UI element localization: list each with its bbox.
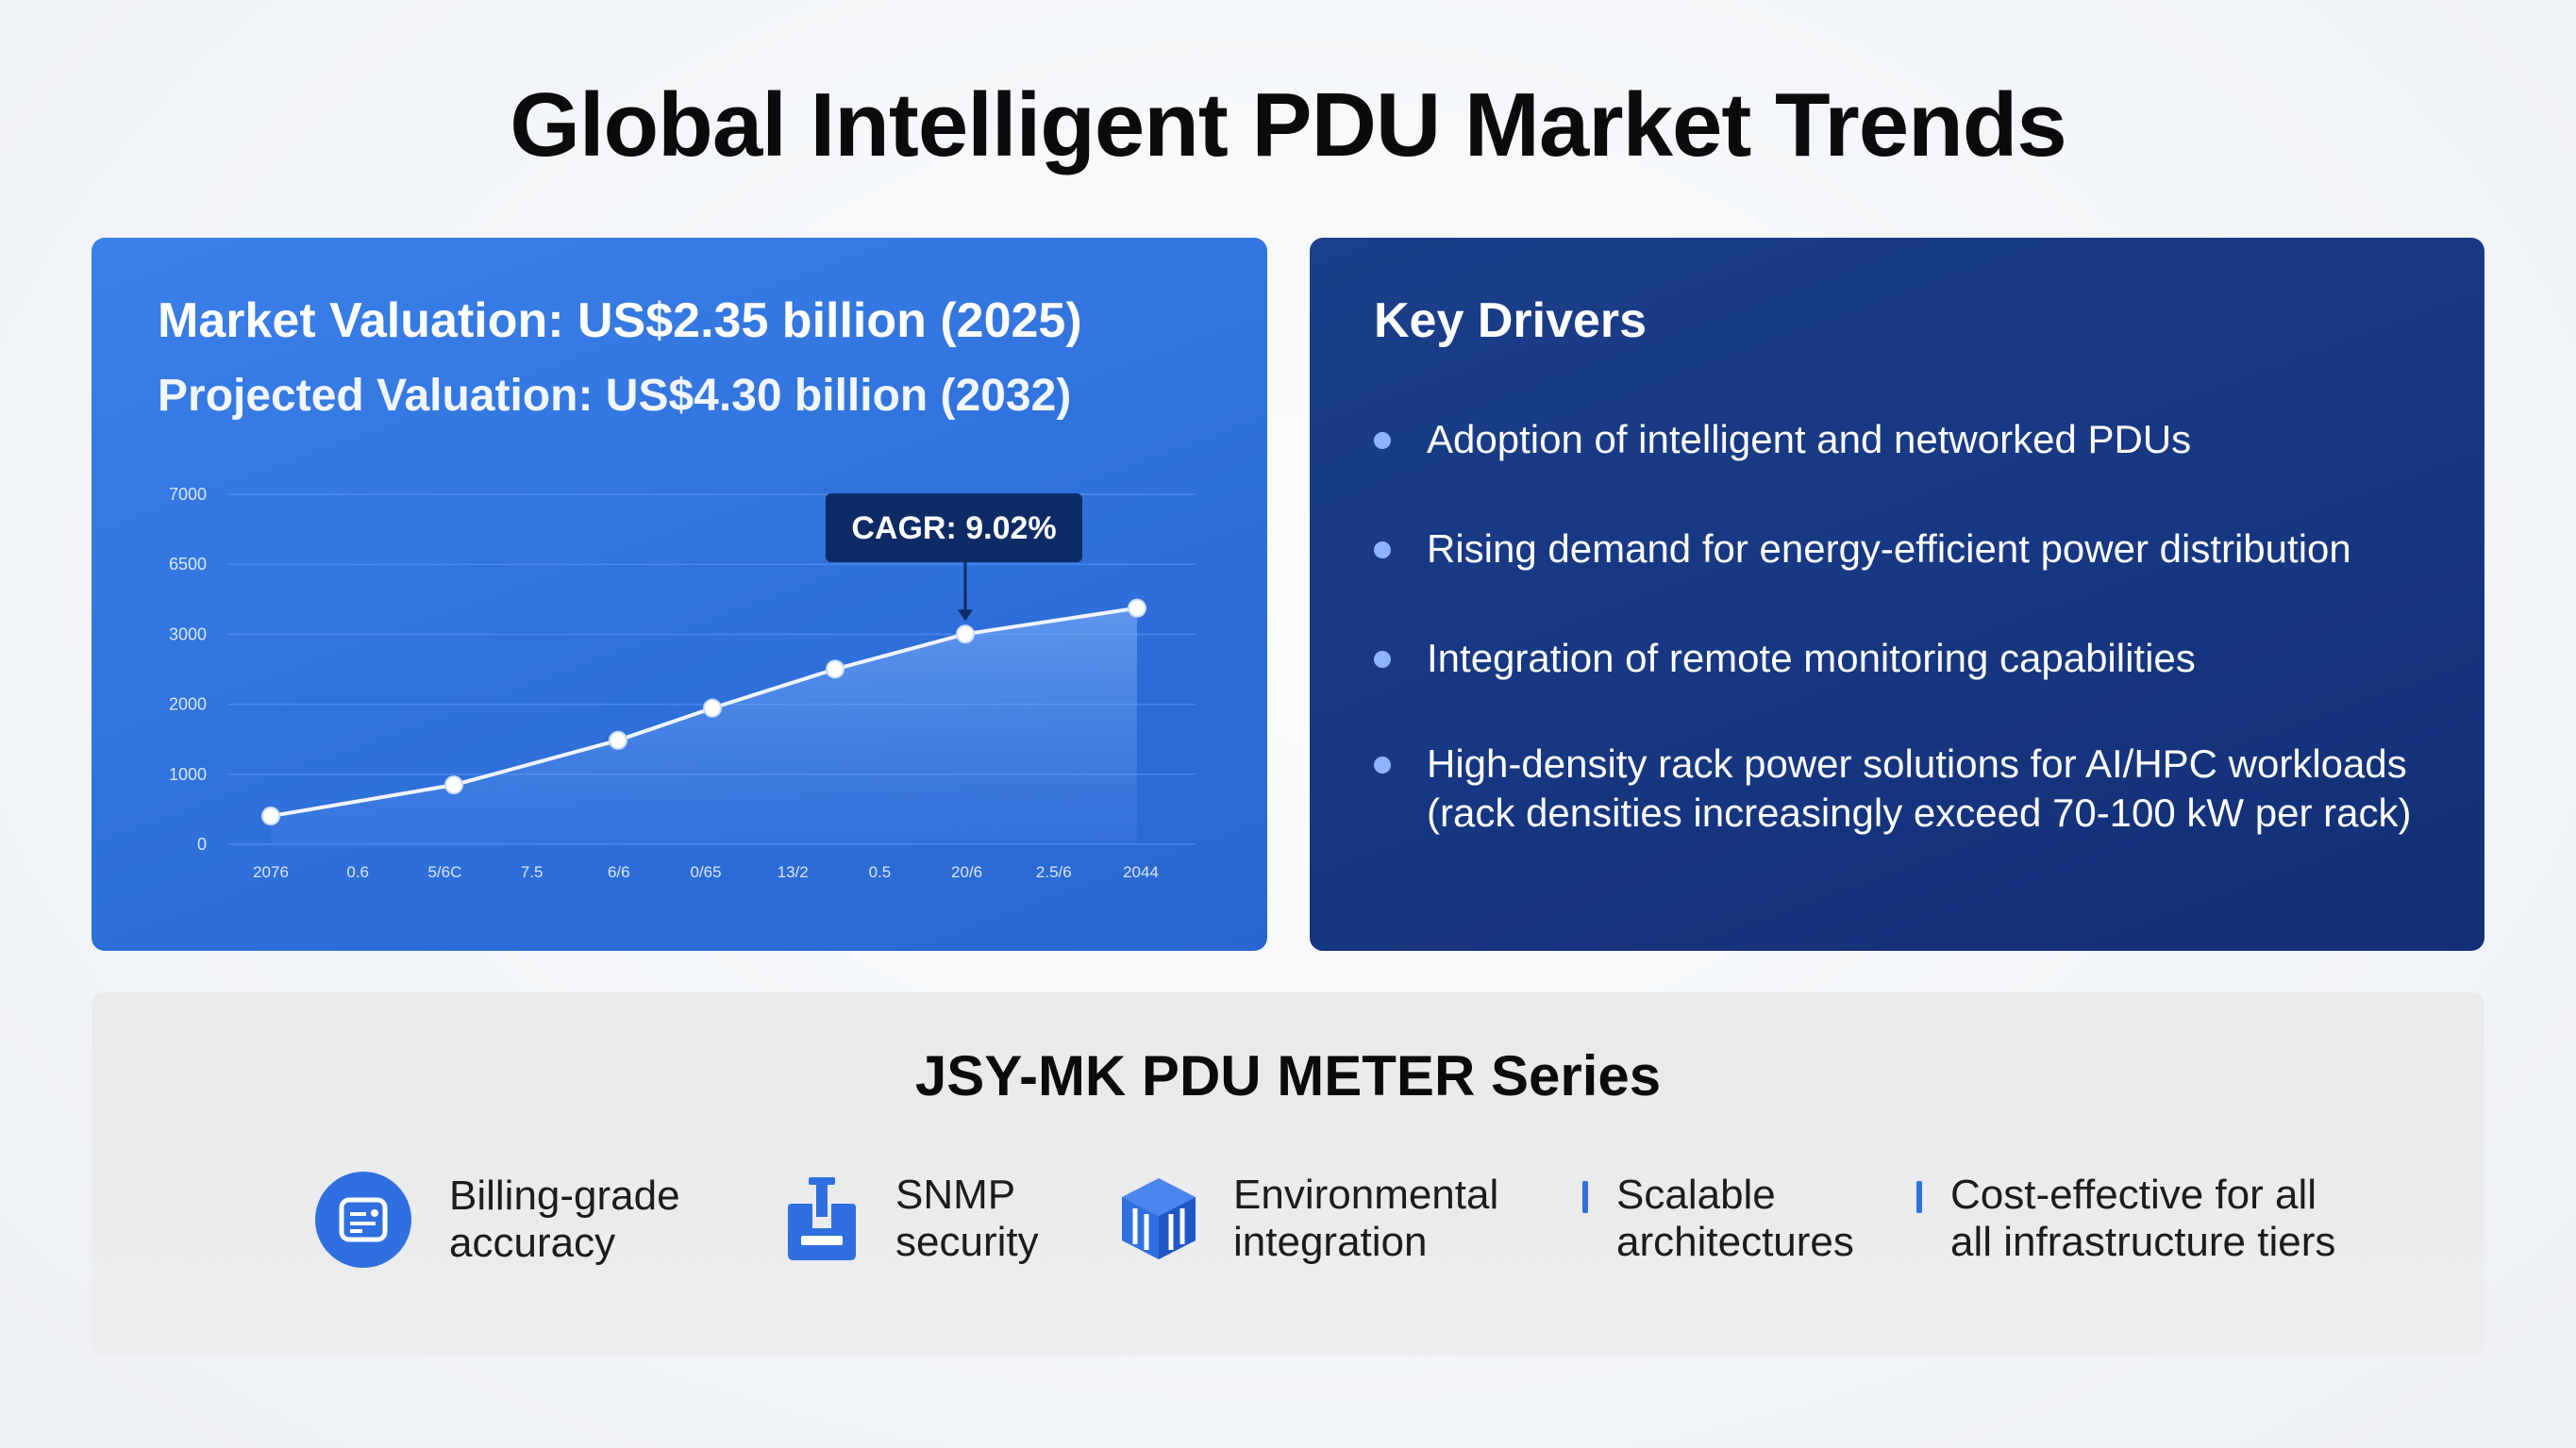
feature-label: Scalable architectures bbox=[1616, 1172, 1854, 1265]
x-tick-label: 13/2 bbox=[778, 863, 809, 881]
market-growth-chart: 7000 6500 3000 2000 1000 0 2076 0.6 5/6C 7.5 6/6 0/… bbox=[169, 485, 1196, 881]
driver-item: High-density rack power solutions for AI… bbox=[1374, 740, 2450, 838]
data-point bbox=[261, 807, 280, 826]
x-tick-label: 2076 bbox=[253, 863, 289, 881]
network-security-icon bbox=[788, 1177, 856, 1260]
product-series-panel: JSY-MK PDU METER Series Billing-grade ac… bbox=[92, 992, 2484, 1356]
feature-scalable: Scalable architectures bbox=[1582, 1172, 1854, 1266]
x-tick-label: 0.6 bbox=[346, 863, 369, 881]
key-drivers-panel: Key Drivers Adoption of intelligent and … bbox=[1310, 238, 2484, 951]
feature-snmp: SNMP security bbox=[784, 1172, 1039, 1266]
y-tick-label: 0 bbox=[197, 835, 207, 854]
billing-meter-icon bbox=[315, 1172, 411, 1268]
driver-text: Rising demand for energy-efficient power… bbox=[1427, 526, 2351, 571]
y-tick-label: 3000 bbox=[169, 624, 207, 643]
data-point bbox=[703, 698, 722, 718]
page-title: Global Intelligent PDU Market Trends bbox=[510, 75, 2067, 175]
feature-label: Billing-grade accuracy bbox=[449, 1173, 680, 1266]
x-tick-label: 7.5 bbox=[521, 863, 544, 881]
driver-text: Adoption of intelligent and networked PD… bbox=[1427, 417, 2192, 461]
driver-item: Adoption of intelligent and networked PD… bbox=[1374, 415, 2450, 464]
y-tick-label: 7000 bbox=[169, 485, 207, 504]
driver-text: High-density rack power solutions for AI… bbox=[1427, 741, 2412, 835]
cagr-label: CAGR: 9.02% bbox=[851, 510, 1056, 546]
area-fill bbox=[271, 607, 1137, 844]
x-tick-label: 0/65 bbox=[690, 863, 721, 881]
feature-label: Environmental integration bbox=[1233, 1172, 1499, 1265]
bullet-icon bbox=[1374, 541, 1391, 558]
y-tick-label: 2000 bbox=[169, 695, 207, 714]
feature-billing: Billing-grade accuracy bbox=[315, 1172, 680, 1268]
bar-marker-icon bbox=[1582, 1181, 1588, 1213]
bar-marker-icon bbox=[1916, 1181, 1922, 1213]
bullet-icon bbox=[1374, 651, 1391, 668]
series-title: JSY-MK PDU METER Series bbox=[914, 1044, 1662, 1107]
data-point bbox=[826, 659, 845, 679]
x-tick-label: 6/6 bbox=[608, 863, 630, 881]
cagr-callout bbox=[826, 493, 1082, 562]
market-valuation-panel: Market Valuation: US$2.35 billion (2025)… bbox=[92, 238, 1267, 951]
feature-cost-effective: Cost-effective for all all infrastructur… bbox=[1916, 1172, 2335, 1266]
bullet-icon bbox=[1374, 432, 1391, 449]
data-point bbox=[1128, 598, 1146, 618]
bullet-icon bbox=[1374, 757, 1391, 774]
driver-text: Integration of remote monitoring capabil… bbox=[1427, 636, 2196, 680]
data-point bbox=[444, 775, 463, 795]
market-valuation-text: Market Valuation: US$2.35 billion (2025) bbox=[158, 293, 1082, 348]
feature-environmental: Environmental integration bbox=[1118, 1172, 1498, 1266]
x-tick-label: 20/6 bbox=[951, 863, 982, 881]
x-tick-label: 5/6C bbox=[427, 863, 461, 881]
driver-item: Rising demand for energy-efficient power… bbox=[1374, 524, 2450, 574]
key-drivers-title: Key Drivers bbox=[1374, 293, 1648, 348]
feature-label: SNMP security bbox=[895, 1172, 1039, 1265]
x-tick-label: 2.5/6 bbox=[1036, 863, 1072, 881]
x-tick-label: 0.5 bbox=[869, 863, 892, 881]
data-point bbox=[609, 730, 627, 750]
callout-arrow-head bbox=[958, 609, 973, 622]
feature-label: Cost-effective for all all infrastructur… bbox=[1950, 1172, 2336, 1265]
y-tick-label: 1000 bbox=[169, 765, 207, 784]
driver-item: Integration of remote monitoring capabil… bbox=[1374, 634, 2450, 683]
cube-integration-icon bbox=[1122, 1178, 1196, 1259]
projected-valuation-text: Projected Valuation: US$4.30 billion (20… bbox=[158, 371, 1072, 421]
y-tick-label: 6500 bbox=[169, 555, 207, 574]
x-tick-label: 2044 bbox=[1123, 863, 1159, 881]
data-point bbox=[956, 624, 975, 644]
